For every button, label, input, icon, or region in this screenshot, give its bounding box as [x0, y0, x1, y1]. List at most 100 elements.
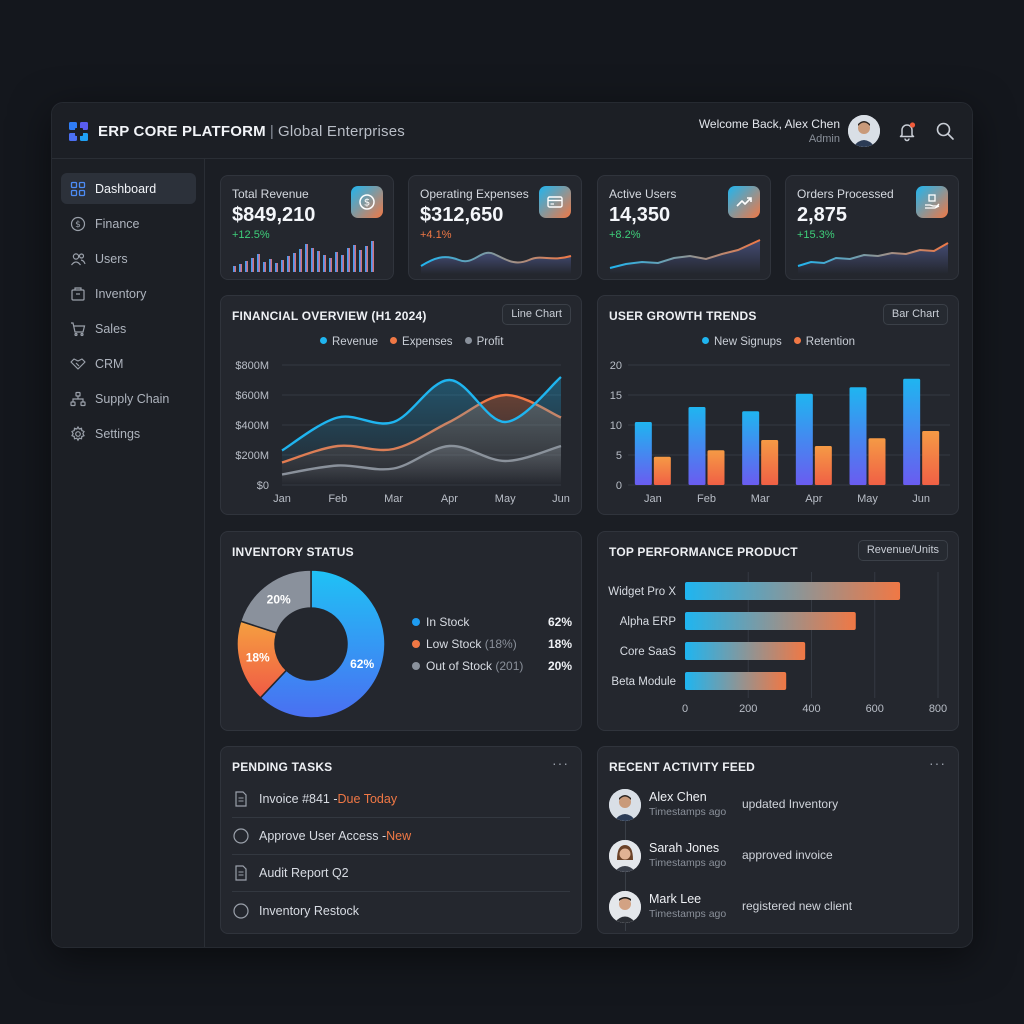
card-title: INVENTORY STATUS — [232, 545, 354, 559]
welcome-text: Welcome Back, Alex Chen — [698, 117, 840, 131]
document-icon — [235, 791, 247, 807]
bar-retention — [922, 431, 940, 485]
legend-profit: Profit — [464, 336, 503, 348]
org-name: Global Enterprises — [277, 123, 405, 140]
grid-icon — [70, 181, 86, 196]
circle-icon[interactable] — [232, 827, 250, 845]
bar-retention — [814, 446, 832, 485]
avatar — [609, 891, 641, 923]
task-list: Invoice #841 - Due Today Approve User Ac… — [221, 781, 583, 931]
stat-card-expenses[interactable]: Operating Expenses $312,650 +4.1% — [408, 175, 582, 280]
sidebar-item-label: Dashboard — [95, 181, 157, 196]
legend-out-of-stock: Out of Stock (201) 20% — [412, 659, 572, 679]
sidebar-item-crm[interactable]: CRM — [61, 348, 196, 379]
gear-icon — [71, 425, 85, 441]
x-tick-label: Jun — [552, 493, 570, 505]
inventory-donut-chart: 62% 18% 20% — [236, 569, 386, 719]
x-tick-label: Feb — [697, 493, 716, 505]
stat-value: $312,650 — [420, 204, 504, 226]
stat-change: +15.3% — [797, 229, 835, 241]
task-item[interactable]: Inventory Restock — [232, 892, 570, 929]
task-item[interactable]: Invoice #841 - Due Today — [232, 781, 570, 818]
app-window: ERP CORE PLATFORM | Global Enterprises Wel… — [51, 102, 973, 948]
sidebar-item-finance[interactable]: $ Finance — [61, 208, 196, 239]
y-tick-label: Widget Pro X — [608, 586, 676, 598]
sidebar-item-users[interactable]: Users — [61, 243, 196, 274]
sidebar-item-inventory[interactable]: Inventory — [61, 278, 196, 309]
sidebar-item-label: Settings — [95, 426, 141, 441]
bar-retention — [761, 440, 779, 485]
top-product-bar-chart: 0 200 400 600 800 Widget Pro X Alpha ERP Core S… — [608, 572, 947, 715]
orders-sparkline — [797, 242, 949, 274]
task-item[interactable]: Audit Report Q2 — [232, 855, 570, 892]
pending-tasks-card: PENDING TASKS ··· Invoice #841 - Due Tod… — [220, 746, 582, 934]
x-tick-label: Apr — [441, 493, 458, 505]
dollar-icon: $ — [70, 216, 86, 231]
revenue-units-toggle[interactable]: Revenue/Units — [857, 540, 948, 561]
growth-legend: New Signups Retention — [702, 336, 855, 348]
legend-expenses: Expenses — [390, 336, 453, 348]
sidebar-item-settings[interactable]: Settings — [61, 418, 196, 449]
stat-label: Total Revenue — [232, 187, 309, 201]
x-tick-label: May — [495, 493, 516, 505]
stat-card-revenue[interactable]: Total Revenue $849,210 +12.5% $ — [220, 175, 394, 280]
app-name: ERP CORE PLATFORM — [98, 123, 266, 140]
donut-label: 62% — [350, 657, 374, 671]
sidebar-item-supply-chain[interactable]: Supply Chain — [61, 383, 196, 414]
x-tick-label: 0 — [682, 703, 688, 715]
app-brand[interactable]: ERP CORE PLATFORM | Global Enterprises — [98, 123, 405, 140]
financial-legend: Revenue Expenses Profit — [320, 336, 503, 348]
y-tick-label: $800M — [235, 360, 269, 372]
user-avatar[interactable] — [848, 115, 880, 147]
sidebar-item-label: Users — [95, 251, 128, 266]
stat-label: Operating Expenses — [420, 187, 529, 201]
legend-new-signups: New Signups — [702, 336, 782, 348]
x-tick-label: Mar — [384, 493, 403, 505]
y-tick-label: Beta Module — [611, 676, 676, 688]
user-role: Admin — [808, 133, 840, 145]
user-growth-bar-chart: 0 5 10 15 20 Jan Feb Mar Apr May Jun — [610, 360, 950, 505]
x-tick-label: 800 — [929, 703, 947, 715]
search-icon[interactable] — [934, 120, 956, 142]
task-item[interactable]: Approve User Access - New — [232, 818, 570, 855]
x-tick-label: Jan — [273, 493, 291, 505]
bar-chart-toggle[interactable]: Bar Chart — [882, 304, 948, 325]
y-tick-label: $400M — [235, 420, 269, 432]
brand-separator: | — [269, 123, 274, 140]
stat-card-orders[interactable]: Orders Processed 2,875 +15.3% — [785, 175, 959, 280]
revenue-sparkline — [233, 241, 374, 272]
sidebar-item-label: CRM — [95, 356, 124, 371]
bar-retention — [868, 438, 886, 485]
bar-new-signups — [742, 411, 760, 485]
stat-card-active-users[interactable]: Active Users 14,350 +8.2% — [597, 175, 771, 280]
activity-item[interactable]: Alex Chen Timestamps ago updated Invento… — [609, 787, 949, 823]
more-options-icon[interactable]: ··· — [552, 755, 569, 771]
sidebar-item-label: Inventory — [95, 286, 147, 301]
stat-value: 14,350 — [609, 204, 671, 226]
donut-slice-in-stock — [259, 569, 386, 719]
network-icon — [70, 391, 86, 406]
inventory-status-card: INVENTORY STATUS 62% 18% 20% In Stock 62% … — [220, 531, 582, 731]
more-options-icon[interactable]: ··· — [929, 755, 946, 771]
bell-icon[interactable] — [896, 120, 918, 142]
legend-revenue: Revenue — [320, 336, 378, 348]
activity-feed-card: RECENT ACTIVITY FEED ··· Alex Chen Times… — [597, 746, 959, 934]
sidebar-item-sales[interactable]: Sales — [61, 313, 196, 344]
circle-icon[interactable] — [232, 902, 250, 920]
bar-retention — [653, 456, 671, 485]
series-line-revenue — [281, 376, 562, 452]
y-tick-label: $600M — [235, 390, 269, 402]
legend-in-stock: In Stock 62% — [412, 615, 572, 635]
card-icon — [539, 186, 571, 218]
sidebar-item-label: Supply Chain — [95, 391, 170, 406]
sidebar-item-dashboard[interactable]: Dashboard — [61, 173, 196, 204]
stat-change: +4.1% — [420, 229, 452, 241]
line-chart-toggle[interactable]: Line Chart — [502, 304, 571, 325]
activity-item[interactable]: Sarah Jones Timestamps ago approved invo… — [609, 838, 949, 874]
activity-item[interactable]: Mark Lee Timestamps ago registered new c… — [609, 889, 949, 925]
stat-change: +8.2% — [609, 229, 641, 241]
x-tick-label: Feb — [328, 493, 347, 505]
legend-low-stock: Low Stock (18%) 18% — [412, 637, 572, 657]
bar-new-signups — [634, 422, 652, 485]
stat-change: +12.5% — [232, 229, 270, 241]
